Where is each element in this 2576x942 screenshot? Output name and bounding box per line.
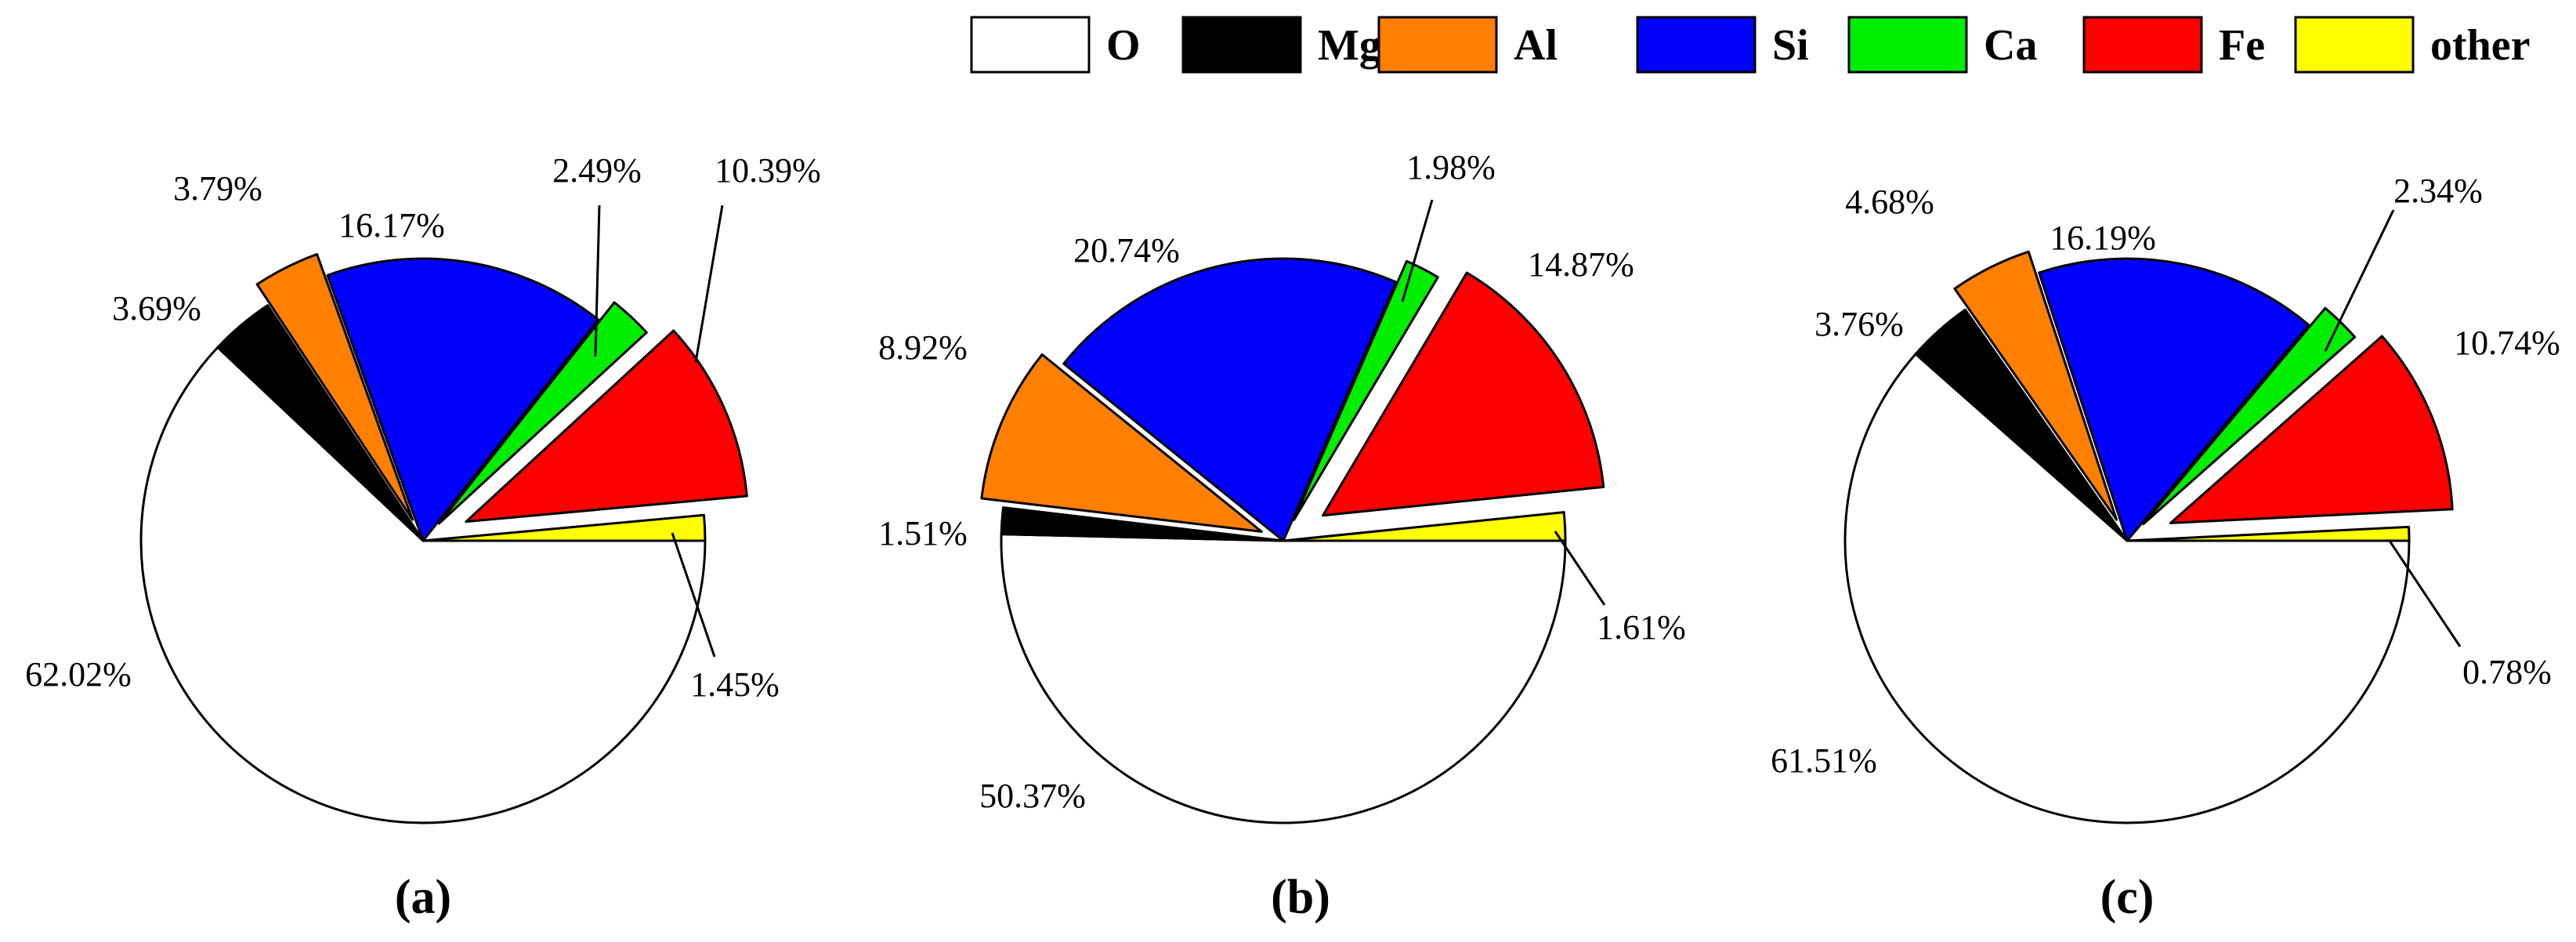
slice-o [1000,533,1567,824]
leader-line-ca [1401,199,1434,303]
percent-label-si: 16.19% [2050,219,2156,257]
percent-label-al: 4.68% [1845,183,1934,221]
percent-label-al: 8.92% [878,328,968,367]
legend-label-si: Si [1772,21,1809,70]
slice-ca [1293,259,1439,521]
slice-al [980,353,1263,533]
leader-line-other [2388,540,2462,647]
percent-label-si: 16.17% [338,206,445,245]
percent-label-o: 50.37% [979,777,1086,815]
legend-label-mg: Mg [1318,21,1381,70]
panel-label: (b) [1271,871,1330,924]
slice-o [1843,353,2411,824]
legend-label-o: O [1106,21,1141,70]
legend-label-other: other [2430,21,2531,70]
slice-other [1282,511,1567,542]
percent-label-ca: 2.49% [552,151,642,190]
legend-swatch-other [2294,16,2415,74]
percent-label-o: 61.51% [1771,741,1877,780]
slice-o [139,346,707,824]
leader-line-ca [594,205,601,357]
slice-si [326,257,600,542]
legend-swatch-mg [1181,16,1302,74]
slice-mg [1914,308,2129,542]
slice-mg [216,304,425,542]
legend-swatch-o [970,16,1091,74]
percent-label-other: 0.78% [2462,653,2552,691]
panel-label: (c) [2100,871,2155,924]
slice-fe [1322,271,1605,517]
slice-al [1953,250,2118,521]
slice-mg [1000,506,1285,542]
percent-label-ca: 1.98% [1406,148,1496,187]
percent-label-fe: 10.74% [2454,324,2560,362]
slice-si [2038,257,2310,542]
legend-swatch-ca [1847,16,1968,74]
slice-other [421,513,707,542]
legend-label-ca: Ca [1984,21,2037,70]
percent-label-fe: 14.87% [1528,245,1634,284]
percent-label-mg: 1.51% [878,514,968,553]
panel-label: (a) [395,871,451,924]
legend: O Mg Al Si Ca Fe other [970,16,2531,74]
slice-fe [465,329,748,524]
percent-label-mg: 3.69% [112,289,201,328]
percent-label-other: 1.45% [690,665,780,704]
slice-si [1062,257,1398,542]
pie-panel-b: 50.37% 1.51% 8.92% 20.74% 1.98% 14.87% 1.61% (b… [878,148,1686,924]
percent-label-ca: 2.34% [2393,172,2483,210]
pie-panels: 62.02% 3.69% 3.79% 16.17% 2.49% 10.39% 1.45% (a… [25,148,2560,924]
pie-panel-c: 61.51% 3.76% 4.68% 16.19% 2.34% 10.74% 0.78% (c… [1771,172,2560,924]
leader-line-ca [2324,209,2395,352]
leader-line-fe [694,205,724,363]
legend-label-fe: Fe [2219,21,2265,70]
leader-line-other [671,532,716,658]
percent-label-o: 62.02% [25,655,132,694]
legend-label-al: Al [1514,21,1558,70]
legend-swatch-fe [2082,16,2203,74]
percent-label-fe: 10.39% [715,151,821,190]
percent-label-other: 1.61% [1597,608,1686,647]
percent-label-mg: 3.76% [1814,305,1904,343]
percent-label-si: 20.74% [1073,231,1180,270]
percent-label-al: 3.79% [173,169,262,208]
slice-ca [437,301,648,525]
slice-fe [2169,335,2454,524]
legend-swatch-si [1636,16,1757,74]
legend-swatch-al [1377,16,1498,74]
slice-al [255,252,414,521]
leader-line-other [1554,531,1606,606]
pie-panel-a: 62.02% 3.69% 3.79% 16.17% 2.49% 10.39% 1.45% (a… [25,151,821,924]
slice-other [2126,525,2411,542]
